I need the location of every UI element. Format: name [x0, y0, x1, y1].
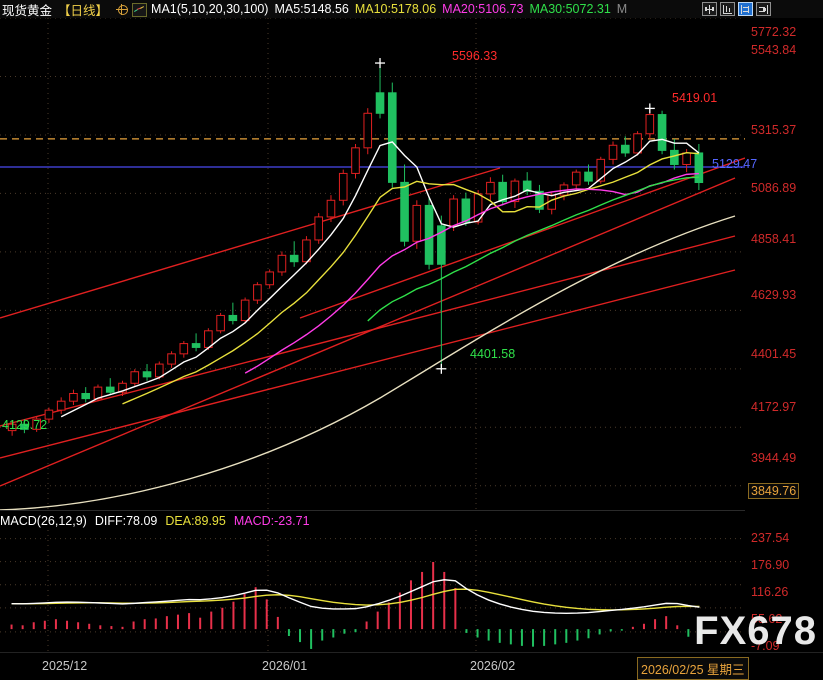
- symbol-label: 现货黄金: [2, 3, 53, 18]
- macd-axis: 237.54 176.90 116.26 55.62 -7.09: [745, 530, 823, 653]
- time-tick: 2026/02: [470, 659, 516, 673]
- ma20-value: MA20:5106.73: [442, 2, 524, 16]
- high-annotation: 5596.33: [452, 49, 498, 63]
- price-tick: 4629.93: [751, 288, 797, 302]
- chart-toolbar: [702, 2, 771, 16]
- current-date-label: 2026/02/25 星期三: [637, 657, 749, 680]
- recent-high-annotation: 5419.01: [672, 91, 718, 105]
- macd-tick: 55.62: [751, 612, 783, 626]
- pane-divider: [0, 510, 745, 511]
- macd-tick: -7.09: [751, 639, 780, 653]
- price-tick: 5086.89: [751, 181, 797, 195]
- time-tick: 2025/12: [42, 659, 88, 673]
- measure-tool-button[interactable]: [720, 2, 735, 16]
- low-annotation: 4401.58: [470, 347, 516, 361]
- macd-tick: 176.90: [751, 558, 790, 572]
- price-tick: 4172.97: [751, 400, 797, 414]
- move-tool-button[interactable]: [702, 2, 717, 16]
- macd-macd-value: MACD:-23.71: [233, 514, 310, 528]
- macd-chart-pane[interactable]: [0, 530, 745, 652]
- left-low-annotation: 4129.72: [2, 418, 48, 432]
- price-last-label: 3849.76: [748, 483, 800, 499]
- price-chart-pane[interactable]: [0, 18, 745, 510]
- macd-tick: 237.54: [751, 531, 790, 545]
- zoom-tool-button[interactable]: [738, 2, 753, 16]
- chart-header: 现货黄金 【日线】 MA1(5,10,20,30,100) MA5:5148.5…: [0, 0, 823, 18]
- macd-dea-value: DEA:89.95: [165, 514, 226, 528]
- time-tick: 2026/01: [262, 659, 308, 673]
- ma30-value: MA30:5072.31: [529, 2, 611, 16]
- price-axis: 5772.32 5543.84 5315.37 5086.89 4858.41 …: [745, 18, 823, 510]
- jump-to-latest-tool-button[interactable]: [756, 2, 771, 16]
- last-price-annotation: 5129.47: [712, 157, 758, 171]
- crosshair-icon[interactable]: [116, 3, 128, 15]
- period-label[interactable]: 【日线】: [58, 3, 109, 18]
- price-tick: 4401.45: [751, 347, 797, 361]
- macd-chart-svg: [0, 530, 745, 652]
- time-axis: 2025/12 2026/01 2026/02 2026/02/25 星期三: [0, 652, 823, 680]
- macd-name-label[interactable]: MACD(26,12,9): [0, 514, 87, 528]
- price-chart-svg: [0, 18, 745, 510]
- price-tick: 5772.32: [751, 25, 797, 39]
- price-tick: 4858.41: [751, 232, 797, 246]
- macd-diff-value: DIFF:78.09: [94, 514, 158, 528]
- macd-tick: 116.26: [751, 585, 789, 599]
- price-tick: 5543.84: [751, 43, 797, 57]
- indicator-icon[interactable]: [132, 2, 148, 17]
- ma10-value: MA10:5178.06: [354, 2, 437, 16]
- ma5-value: MA5:5148.56: [274, 2, 349, 16]
- ma-settings-label[interactable]: MA1(5,10,20,30,100): [151, 2, 269, 16]
- macd-header: MACD(26,12,9) DIFF:78.09 DEA:89.95 MACD:…: [0, 512, 745, 530]
- watermark: FX678: [694, 609, 817, 653]
- m-flag-label: M: [616, 2, 628, 16]
- price-tick: 3944.49: [751, 451, 797, 465]
- price-tick: 5315.37: [751, 123, 797, 137]
